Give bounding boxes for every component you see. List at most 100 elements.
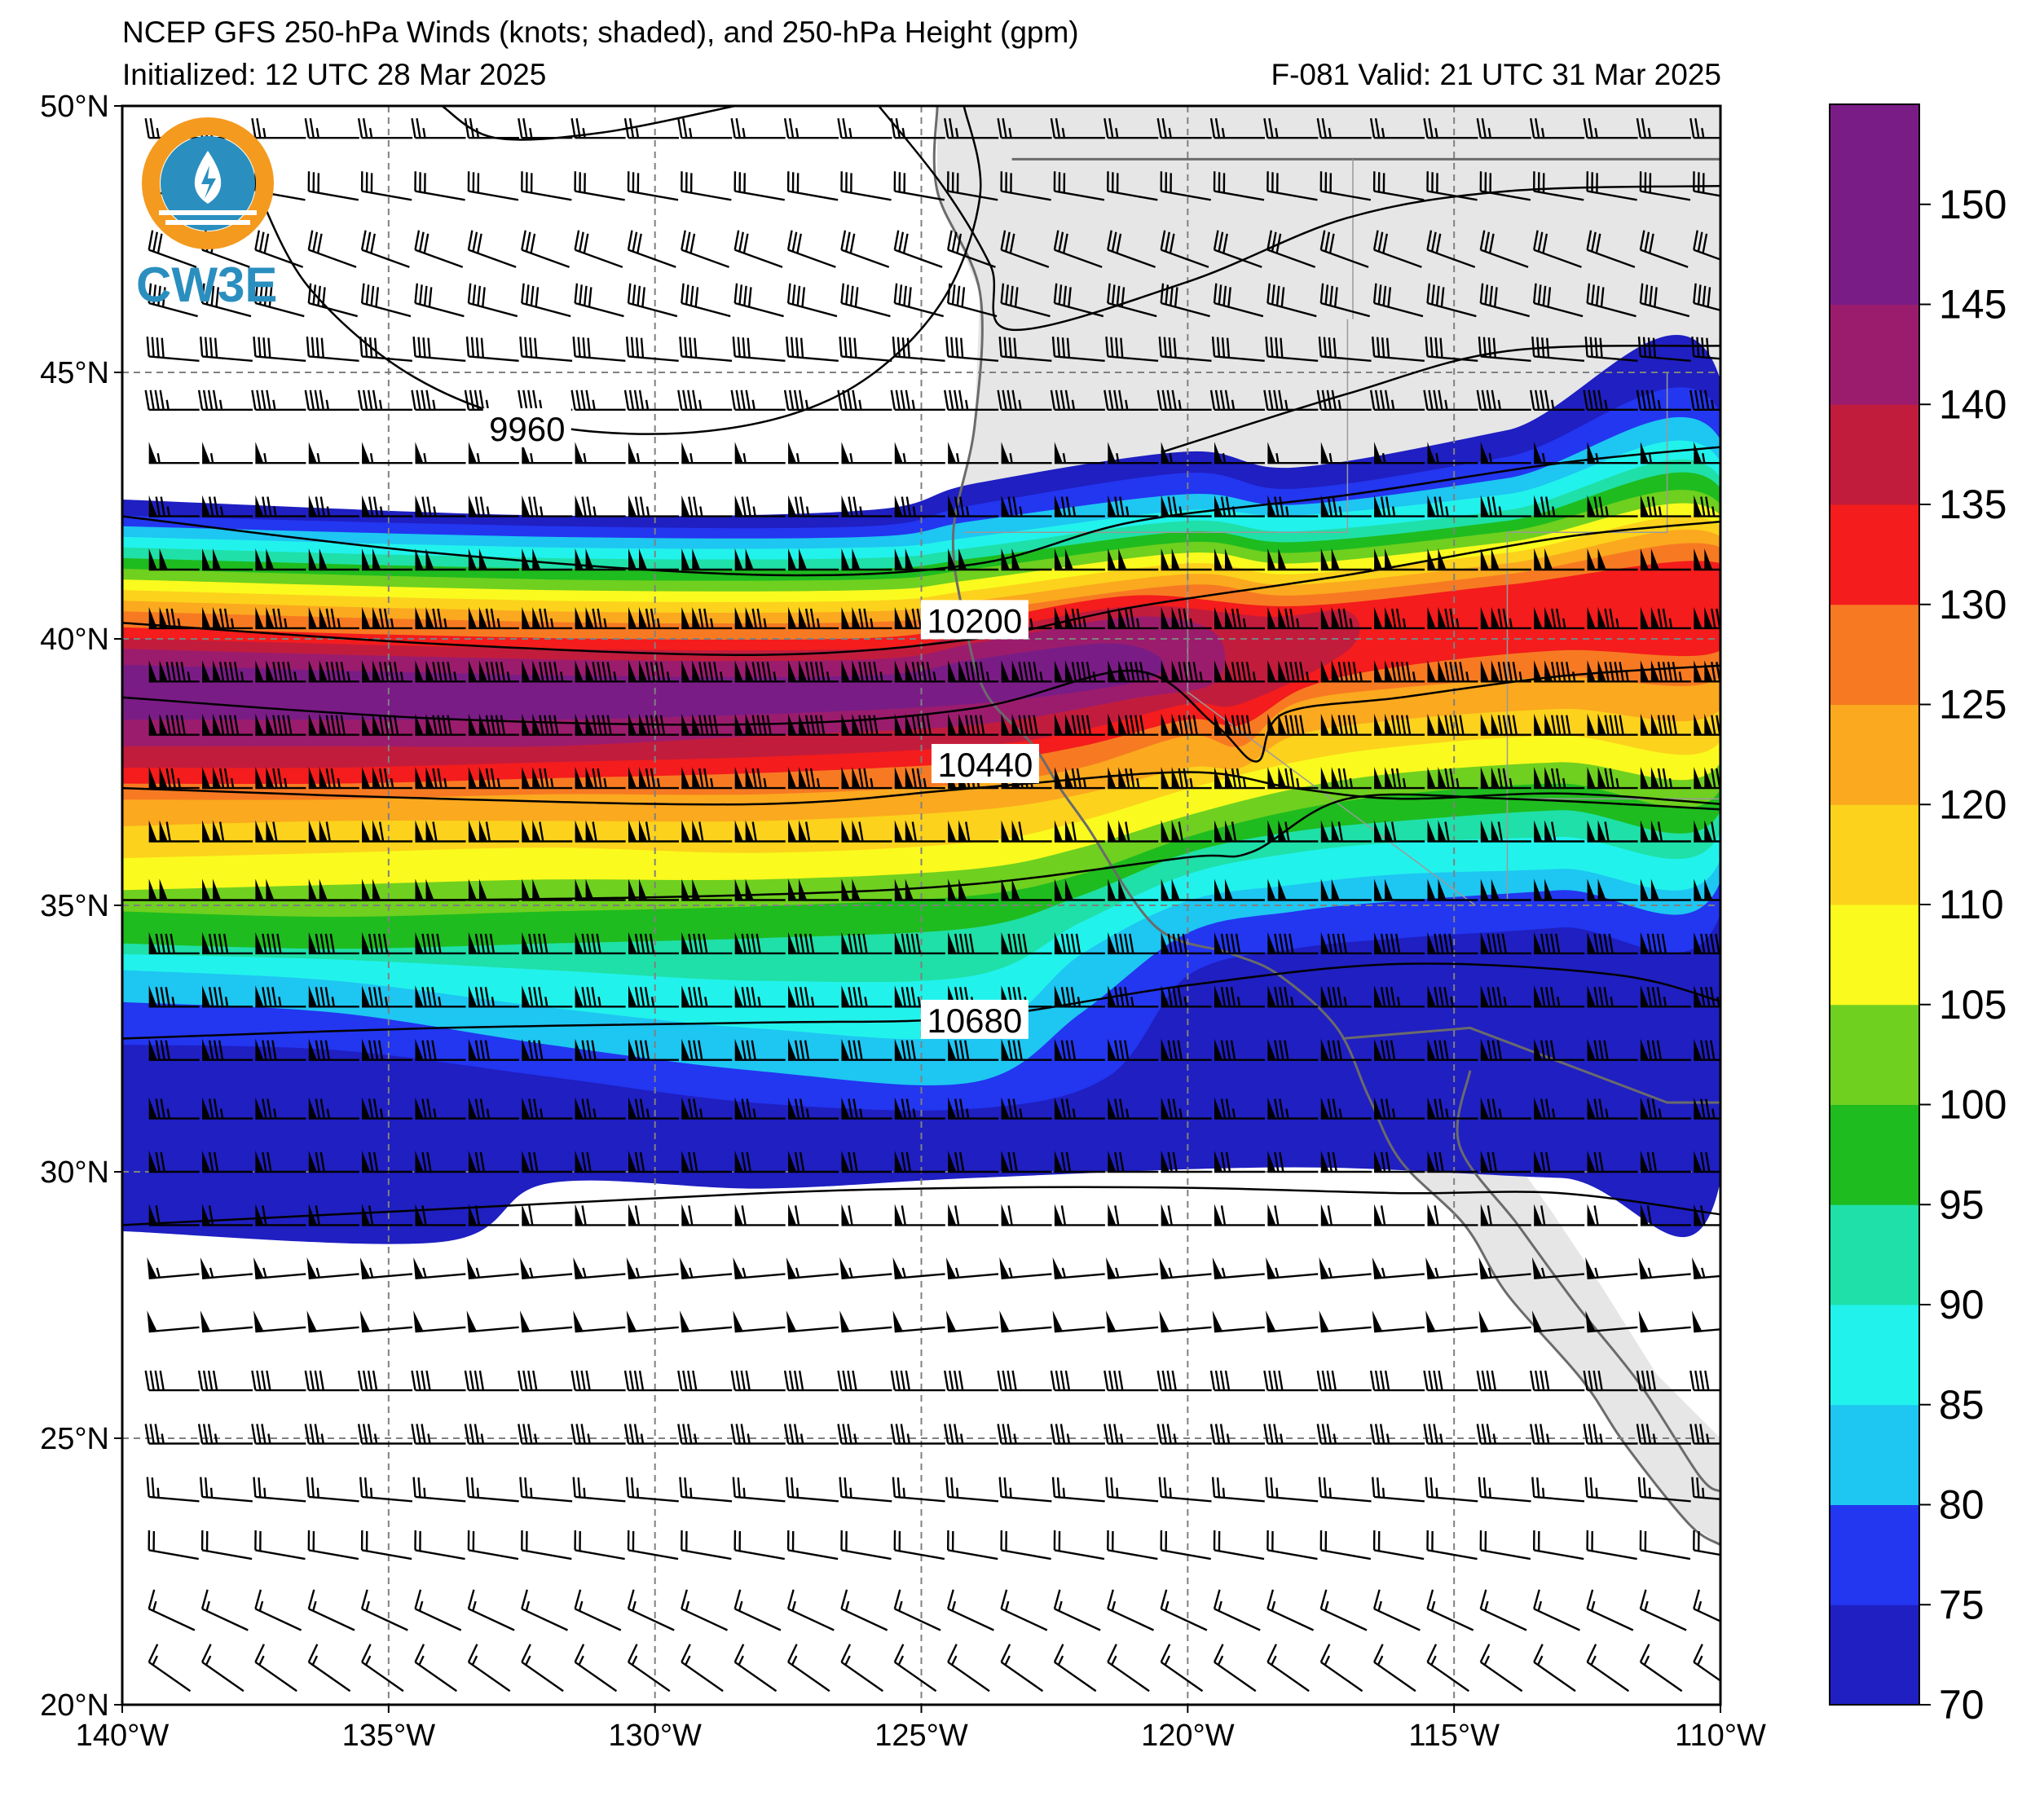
barb-pennant [575,548,584,570]
barb-pennant [1374,495,1383,517]
barb-flag [735,390,741,410]
barb-shaft [522,190,572,201]
barb-pennant [680,1257,690,1279]
barb-shaft [1267,355,1319,362]
wind-barb [522,985,573,1008]
barb-shaft [947,249,996,268]
barb-half-flag [613,671,617,682]
barb-half-flag [791,1655,798,1666]
barb-pennant [1374,1097,1383,1119]
barb-flag [277,768,283,789]
barb-flag [159,390,165,410]
barb-flag [1321,118,1327,139]
barb-flag [1107,1589,1114,1609]
barb-flag [906,337,910,359]
barb-flag [1065,987,1072,1007]
barb-half-flag [1115,128,1119,139]
barb-flag [1007,496,1013,517]
barb-flag [1433,1424,1438,1444]
height-contour-10440 [122,771,1720,806]
barb-half-flag [427,1433,431,1444]
barb-flag [467,283,472,304]
barb-flag [638,390,645,410]
barb-flag [1584,1477,1588,1497]
barb-shaft [894,1495,945,1503]
barb-flag [582,337,586,358]
barb-half-flag [1503,997,1507,1007]
colorbar-bin-100 [1830,1004,1919,1105]
wind-barb [1374,985,1425,1008]
barb-shaft [734,1549,785,1560]
barb-flag [1222,285,1227,306]
wind-barb [522,548,573,571]
barb-shaft [468,249,517,268]
wind-barb [1426,230,1476,268]
barb-flag [634,987,641,1007]
barb-flag [208,1151,214,1173]
wind-barb [893,283,944,318]
barb-flag [896,1477,901,1498]
barb-flag [526,172,528,192]
barb-flag [845,1531,848,1552]
barb-flag [1537,172,1540,192]
wind-barb [841,931,892,955]
barb-flag [799,496,805,517]
barb-flag [214,337,218,359]
barb-flag [411,390,416,410]
barb-half-flag [560,671,564,682]
barb-pennant [266,878,275,900]
barb-flag [592,768,597,789]
wind-barb [415,1038,466,1061]
barb-pennant [1108,820,1117,842]
barb-half-flag [219,1108,224,1119]
barb-shaft [1426,1608,1474,1631]
barb-flag [1657,715,1663,735]
barb-pennant [1650,713,1659,735]
barb-pennant [1054,713,1063,735]
barb-pennant [1118,767,1127,789]
barb-flag [890,390,896,410]
barb-pennant [628,985,637,1007]
wind-barb [1587,495,1638,517]
barb-pennant [1225,548,1233,570]
barb-half-flag [1716,997,1720,1007]
barb-flag [155,1205,161,1226]
barb-flag [1226,337,1231,359]
barb-shaft [1533,1661,1576,1693]
barb-flag [581,987,587,1007]
barb-flag [1010,173,1012,193]
barb-flag [1103,1424,1109,1444]
barb-flag [945,1477,949,1497]
barb-pennant [1374,985,1383,1007]
barb-flag [421,390,426,410]
barb-flag [544,768,549,789]
barb-flag [804,821,811,842]
barb-flag [375,287,380,307]
wind-barb [623,1424,679,1445]
wind-barb [148,548,200,571]
wind-barb [786,1530,839,1560]
barb-flag [1059,1370,1066,1391]
barb-flag [1654,287,1658,307]
barb-half-flag [1595,1487,1598,1499]
barb-pennant [1372,1257,1383,1279]
barb-flag [893,1530,896,1551]
barb-pennant [585,767,594,789]
wind-barb [681,985,733,1008]
barb-flag [148,1589,156,1609]
barb-flag [1011,390,1017,410]
barb-flag [837,390,843,410]
barb-flag [633,390,640,410]
barb-flag [581,1040,587,1060]
x-tick-label: 135°W [342,1719,436,1753]
wind-barb [626,1257,679,1279]
barb-pennant [1001,495,1010,517]
barb-flag [1007,933,1013,954]
barb-flag [521,1589,528,1609]
barb-half-flag [1644,1600,1649,1612]
wind-barb [1427,1204,1478,1226]
barb-pennant [681,931,690,953]
barb-pennant [958,820,967,842]
barb-half-flag [1465,671,1469,682]
wind-barb [948,1038,999,1061]
